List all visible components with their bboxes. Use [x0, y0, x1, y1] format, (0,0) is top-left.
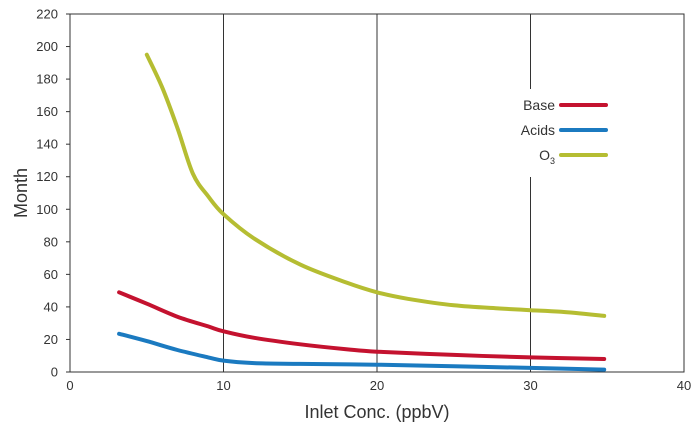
y-tick-label: 220 [36, 7, 58, 22]
y-tick-label: 100 [36, 202, 58, 217]
legend-label-text: O [539, 147, 550, 163]
y-axis-title: Month [11, 168, 31, 218]
legend-label-subscript: 3 [550, 156, 555, 166]
y-tick-label: 160 [36, 104, 58, 119]
series-line-acids [117, 331, 607, 372]
legend-label-text: Acids [521, 122, 555, 138]
legend-label-o3: O3 [539, 147, 555, 166]
legend-background [497, 89, 627, 177]
grid-lines [223, 14, 531, 372]
series-line-base [117, 290, 607, 361]
y-tick-label: 120 [36, 169, 58, 184]
x-tick-label: 10 [216, 378, 230, 393]
y-tick-label: 200 [36, 39, 58, 54]
y-tick-label: 0 [51, 365, 58, 380]
y-tick-label: 60 [44, 267, 58, 282]
x-axis-tick-labels: 0 10 20 30 40 [66, 378, 691, 393]
legend-label-text: Base [523, 97, 555, 113]
x-tick-label: 0 [66, 378, 73, 393]
x-tick-label: 40 [677, 378, 691, 393]
x-tick-label: 30 [523, 378, 537, 393]
x-tick-label: 20 [370, 378, 384, 393]
y-tick-label: 20 [44, 332, 58, 347]
y-tick-label: 180 [36, 72, 58, 87]
legend-label-acids: Acids [521, 122, 555, 138]
y-tick-label: 140 [36, 137, 58, 152]
legend: Base Acids O3 [497, 89, 627, 177]
series-line-o3 [144, 52, 607, 318]
y-tick-label: 80 [44, 234, 58, 249]
y-axis-tick-labels: 0 20 40 60 80 100 120 140 160 180 200 220 [36, 7, 70, 380]
y-tick-label: 40 [44, 299, 58, 314]
plot-area-frame [69, 13, 685, 373]
x-axis-title: Inlet Conc. (ppbV) [304, 402, 449, 422]
series-lines [117, 52, 607, 372]
legend-label-base: Base [523, 97, 555, 113]
